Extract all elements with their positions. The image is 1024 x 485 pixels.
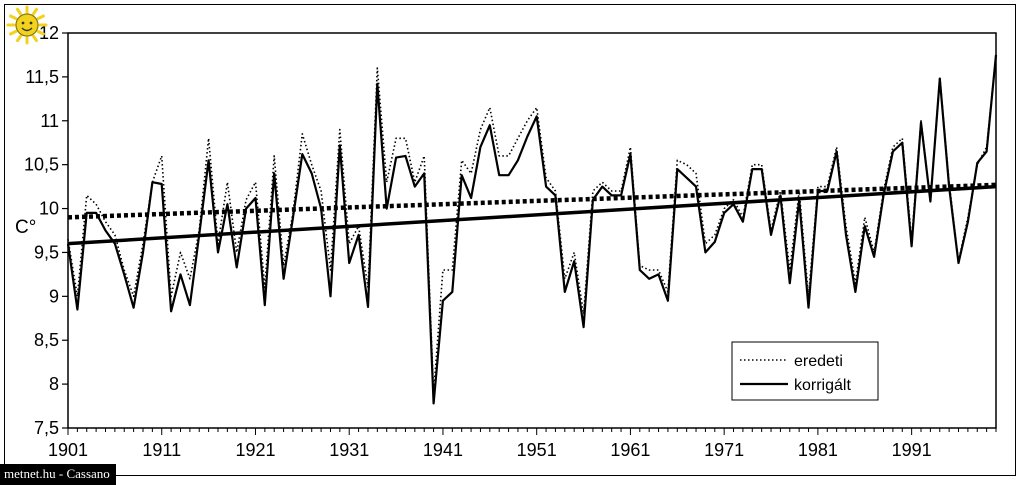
sun-left-eye bbox=[21, 21, 25, 25]
x-tick-label: 1901 bbox=[48, 440, 88, 460]
sun-ray bbox=[9, 30, 18, 36]
sun-ray bbox=[36, 14, 45, 20]
x-tick-label: 1991 bbox=[892, 440, 932, 460]
plot-area-border bbox=[67, 32, 997, 429]
y-tick-label: 11 bbox=[40, 111, 59, 131]
y-tick-label: 10 bbox=[39, 199, 59, 219]
sun-ray bbox=[16, 34, 22, 43]
y-tick-label: 10,5 bbox=[24, 155, 59, 175]
y-tick-label: 7,5 bbox=[34, 418, 59, 438]
x-tick-label: 1981 bbox=[798, 440, 838, 460]
sun-rays bbox=[6, 5, 48, 45]
sun-disc bbox=[15, 13, 39, 37]
series-lines bbox=[66, 54, 998, 405]
y-tick-label: 12 bbox=[39, 23, 59, 43]
x-tick-label: 1971 bbox=[704, 440, 744, 460]
y-axis-label: C° bbox=[15, 217, 36, 238]
x-tick-label: 1921 bbox=[235, 440, 275, 460]
y-tick-label: 11,5 bbox=[25, 67, 59, 87]
series-line-korrigalt bbox=[66, 54, 998, 405]
sun-icon bbox=[6, 5, 48, 45]
legend-box bbox=[731, 341, 879, 401]
legend-label-korrigalt: korrigált bbox=[794, 377, 851, 394]
sun-smile bbox=[21, 27, 33, 32]
y-tick-label: 8 bbox=[49, 374, 59, 394]
y-axis-ticks: 7,5 8 8,5 9 9,5 10 10,5 11 11,5 12 bbox=[24, 23, 68, 438]
trend-lines bbox=[67, 182, 997, 246]
sun-ray bbox=[16, 7, 22, 16]
legend-label-eredeti: eredeti bbox=[794, 353, 843, 370]
sun-ray bbox=[9, 14, 18, 20]
sun-ray bbox=[32, 34, 38, 43]
series-line-eredeti bbox=[67, 54, 997, 394]
x-tick-label: 1911 bbox=[142, 440, 181, 460]
trend-line-korrigalt bbox=[67, 184, 997, 246]
credit-label: metnet.hu - Cassano bbox=[0, 464, 116, 485]
sun-ray bbox=[36, 30, 45, 36]
x-tick-label: 1941 bbox=[423, 440, 463, 460]
y-tick-label: 9,5 bbox=[34, 242, 59, 262]
trend-line-eredeti bbox=[67, 182, 997, 220]
x-tick-label: 1961 bbox=[610, 440, 650, 460]
x-tick-label: 1931 bbox=[329, 440, 369, 460]
x-axis-ticks: 1901 1911 1921 1931 1941 1951 1961 1971 1981 1991 bbox=[48, 428, 997, 460]
y-tick-label: 9 bbox=[49, 286, 59, 306]
sun-ray bbox=[32, 7, 38, 16]
sun-right-eye bbox=[29, 21, 33, 25]
legend: eredeti korrigált bbox=[731, 341, 879, 401]
y-tick-label: 8,5 bbox=[34, 330, 59, 350]
chart-frame: 7,5 8 8,5 9 9,5 10 10,5 11 11,5 12 1901 1911 1921 19… bbox=[4, 4, 1016, 476]
x-tick-label: 1951 bbox=[517, 440, 557, 460]
